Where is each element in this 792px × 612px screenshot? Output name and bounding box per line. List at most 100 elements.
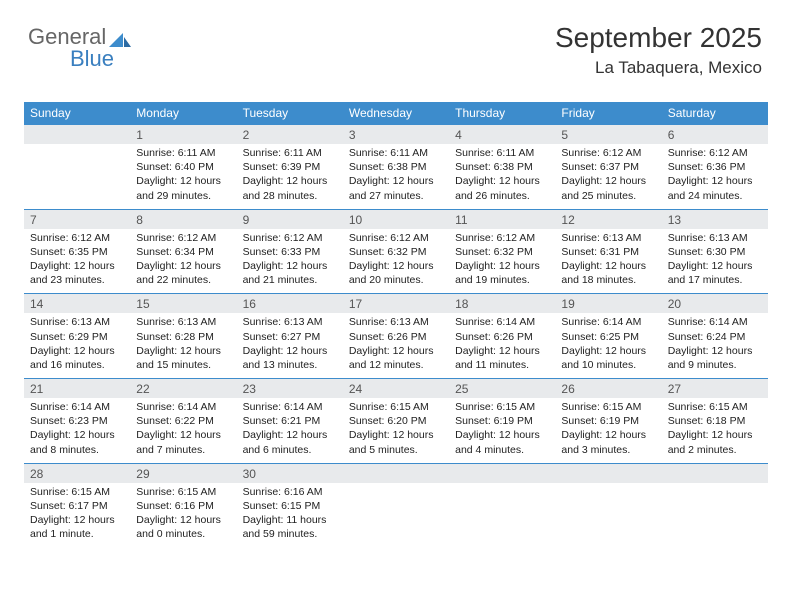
day-content: Sunrise: 6:13 AMSunset: 6:31 PMDaylight:… (555, 229, 661, 294)
day-content: Sunrise: 6:14 AMSunset: 6:22 PMDaylight:… (130, 398, 236, 463)
day-content (24, 144, 130, 152)
day-line: Sunrise: 6:14 AM (668, 315, 762, 329)
day-cell: 8Sunrise: 6:12 AMSunset: 6:34 PMDaylight… (130, 210, 236, 294)
day-line: Sunrise: 6:15 AM (561, 400, 655, 414)
day-line: Daylight: 12 hours and 3 minutes. (561, 428, 655, 456)
day-line: Sunset: 6:32 PM (455, 245, 549, 259)
day-line: Sunrise: 6:11 AM (349, 146, 443, 160)
day-line: Sunrise: 6:12 AM (455, 231, 549, 245)
calendar-body: 1Sunrise: 6:11 AMSunset: 6:40 PMDaylight… (24, 124, 768, 547)
day-line: Daylight: 12 hours and 19 minutes. (455, 259, 549, 287)
day-number: 29 (130, 464, 236, 483)
logo-sail-icon (109, 27, 131, 41)
day-line: Sunrise: 6:12 AM (30, 231, 124, 245)
day-content: Sunrise: 6:15 AMSunset: 6:20 PMDaylight:… (343, 398, 449, 463)
day-line: Sunset: 6:38 PM (349, 160, 443, 174)
day-number: 10 (343, 210, 449, 229)
day-cell: 24Sunrise: 6:15 AMSunset: 6:20 PMDayligh… (343, 379, 449, 463)
day-cell: 20Sunrise: 6:14 AMSunset: 6:24 PMDayligh… (662, 294, 768, 378)
day-line: Daylight: 12 hours and 11 minutes. (455, 344, 549, 372)
day-line: Sunrise: 6:12 AM (668, 146, 762, 160)
day-line: Sunset: 6:28 PM (136, 330, 230, 344)
day-line: Daylight: 12 hours and 4 minutes. (455, 428, 549, 456)
day-cell: 7Sunrise: 6:12 AMSunset: 6:35 PMDaylight… (24, 210, 130, 294)
day-line: Daylight: 12 hours and 13 minutes. (243, 344, 337, 372)
day-number: 24 (343, 379, 449, 398)
day-content: Sunrise: 6:14 AMSunset: 6:26 PMDaylight:… (449, 313, 555, 378)
day-line: Daylight: 12 hours and 28 minutes. (243, 174, 337, 202)
day-cell: 15Sunrise: 6:13 AMSunset: 6:28 PMDayligh… (130, 294, 236, 378)
day-content: Sunrise: 6:12 AMSunset: 6:33 PMDaylight:… (237, 229, 343, 294)
day-header-cell: Tuesday (237, 102, 343, 124)
day-line: Sunrise: 6:14 AM (30, 400, 124, 414)
day-content: Sunrise: 6:12 AMSunset: 6:32 PMDaylight:… (449, 229, 555, 294)
day-line: Sunrise: 6:14 AM (561, 315, 655, 329)
day-line: Sunrise: 6:15 AM (349, 400, 443, 414)
day-cell: 12Sunrise: 6:13 AMSunset: 6:31 PMDayligh… (555, 210, 661, 294)
day-cell: 25Sunrise: 6:15 AMSunset: 6:19 PMDayligh… (449, 379, 555, 463)
day-content: Sunrise: 6:16 AMSunset: 6:15 PMDaylight:… (237, 483, 343, 548)
day-line: Daylight: 12 hours and 17 minutes. (668, 259, 762, 287)
day-content: Sunrise: 6:12 AMSunset: 6:35 PMDaylight:… (24, 229, 130, 294)
day-number (343, 464, 449, 483)
day-cell: 5Sunrise: 6:12 AMSunset: 6:37 PMDaylight… (555, 125, 661, 209)
day-content: Sunrise: 6:14 AMSunset: 6:25 PMDaylight:… (555, 313, 661, 378)
day-content: Sunrise: 6:11 AMSunset: 6:38 PMDaylight:… (449, 144, 555, 209)
day-cell (662, 464, 768, 548)
logo: General Blue (28, 24, 131, 50)
day-number: 28 (24, 464, 130, 483)
day-cell: 1Sunrise: 6:11 AMSunset: 6:40 PMDaylight… (130, 125, 236, 209)
day-line: Sunset: 6:36 PM (668, 160, 762, 174)
day-cell: 28Sunrise: 6:15 AMSunset: 6:17 PMDayligh… (24, 464, 130, 548)
day-number: 13 (662, 210, 768, 229)
day-content: Sunrise: 6:14 AMSunset: 6:23 PMDaylight:… (24, 398, 130, 463)
day-content (662, 483, 768, 491)
day-content: Sunrise: 6:11 AMSunset: 6:39 PMDaylight:… (237, 144, 343, 209)
day-line: Daylight: 12 hours and 2 minutes. (668, 428, 762, 456)
day-line: Daylight: 11 hours and 59 minutes. (243, 513, 337, 541)
day-line: Sunset: 6:26 PM (349, 330, 443, 344)
day-line: Daylight: 12 hours and 21 minutes. (243, 259, 337, 287)
day-number: 3 (343, 125, 449, 144)
day-cell (555, 464, 661, 548)
day-cell: 23Sunrise: 6:14 AMSunset: 6:21 PMDayligh… (237, 379, 343, 463)
day-line: Sunrise: 6:15 AM (455, 400, 549, 414)
day-content: Sunrise: 6:11 AMSunset: 6:40 PMDaylight:… (130, 144, 236, 209)
header: September 2025 La Tabaquera, Mexico (555, 22, 762, 78)
day-content: Sunrise: 6:13 AMSunset: 6:30 PMDaylight:… (662, 229, 768, 294)
day-line: Sunrise: 6:13 AM (561, 231, 655, 245)
day-number: 4 (449, 125, 555, 144)
day-content: Sunrise: 6:14 AMSunset: 6:21 PMDaylight:… (237, 398, 343, 463)
day-content (555, 483, 661, 491)
day-content: Sunrise: 6:12 AMSunset: 6:37 PMDaylight:… (555, 144, 661, 209)
day-content: Sunrise: 6:12 AMSunset: 6:36 PMDaylight:… (662, 144, 768, 209)
day-content: Sunrise: 6:13 AMSunset: 6:26 PMDaylight:… (343, 313, 449, 378)
day-number: 22 (130, 379, 236, 398)
day-line: Sunrise: 6:14 AM (136, 400, 230, 414)
day-content: Sunrise: 6:15 AMSunset: 6:18 PMDaylight:… (662, 398, 768, 463)
day-line: Sunset: 6:29 PM (30, 330, 124, 344)
day-number: 26 (555, 379, 661, 398)
day-line: Daylight: 12 hours and 8 minutes. (30, 428, 124, 456)
day-line: Sunrise: 6:15 AM (668, 400, 762, 414)
day-cell: 16Sunrise: 6:13 AMSunset: 6:27 PMDayligh… (237, 294, 343, 378)
day-line: Sunset: 6:38 PM (455, 160, 549, 174)
day-line: Daylight: 12 hours and 18 minutes. (561, 259, 655, 287)
day-line: Sunrise: 6:13 AM (136, 315, 230, 329)
day-line: Sunrise: 6:11 AM (136, 146, 230, 160)
day-line: Sunrise: 6:15 AM (136, 485, 230, 499)
week-row: 28Sunrise: 6:15 AMSunset: 6:17 PMDayligh… (24, 463, 768, 548)
day-line: Sunrise: 6:13 AM (668, 231, 762, 245)
day-header-row: SundayMondayTuesdayWednesdayThursdayFrid… (24, 102, 768, 124)
day-line: Sunset: 6:26 PM (455, 330, 549, 344)
day-line: Sunset: 6:15 PM (243, 499, 337, 513)
day-cell: 19Sunrise: 6:14 AMSunset: 6:25 PMDayligh… (555, 294, 661, 378)
day-content: Sunrise: 6:12 AMSunset: 6:32 PMDaylight:… (343, 229, 449, 294)
day-line: Sunset: 6:19 PM (455, 414, 549, 428)
day-header-cell: Monday (130, 102, 236, 124)
day-cell: 27Sunrise: 6:15 AMSunset: 6:18 PMDayligh… (662, 379, 768, 463)
day-number: 19 (555, 294, 661, 313)
day-cell: 26Sunrise: 6:15 AMSunset: 6:19 PMDayligh… (555, 379, 661, 463)
day-line: Sunrise: 6:14 AM (243, 400, 337, 414)
day-line: Sunset: 6:30 PM (668, 245, 762, 259)
